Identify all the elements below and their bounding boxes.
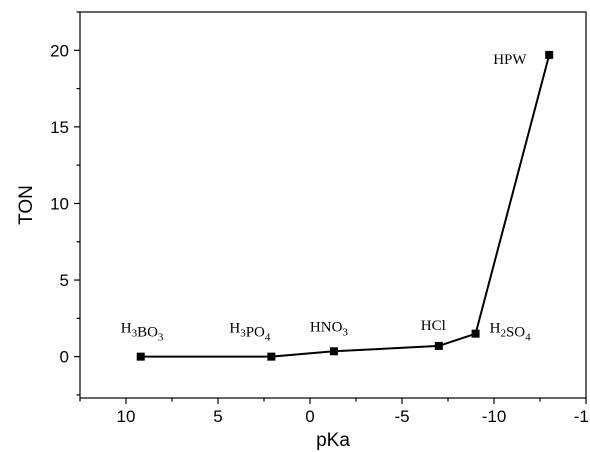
data-point <box>267 352 276 361</box>
point-label: HCl <box>421 318 446 334</box>
data-point <box>329 347 338 356</box>
x-axis-title: pKa <box>316 430 350 451</box>
point-label: HNO3 <box>310 319 349 338</box>
x-tick-label: -5 <box>394 407 409 426</box>
y-tick-label: 0 <box>60 348 69 367</box>
y-tick-label: 10 <box>50 194 69 213</box>
plot-frame <box>79 11 587 399</box>
data-point <box>136 352 145 361</box>
series-ton <box>136 50 554 361</box>
data-point <box>545 50 554 59</box>
point-label: HPW <box>493 52 527 68</box>
x-tick-label: 5 <box>213 407 222 426</box>
series-line <box>140 54 551 358</box>
point-label: H3BO3 <box>121 321 164 344</box>
y-tick-label: 15 <box>50 118 69 137</box>
y-axis-title: TON <box>16 185 37 225</box>
x-tick-label: -15 <box>574 407 590 426</box>
point-label: H3PO4 <box>229 321 271 344</box>
data-point <box>434 341 443 350</box>
axis-ticks: 10 5 0 -5 -10 -15 0 5 10 15 20 <box>50 11 590 426</box>
plot-border <box>79 11 587 399</box>
data-point <box>471 329 480 338</box>
x-tick-label: 10 <box>117 407 136 426</box>
point-labels: H3BO3 H3PO4 HNO3 HCl H2SO4 HPW <box>121 52 531 344</box>
y-tick-label: 20 <box>50 41 69 60</box>
x-tick-label: -10 <box>482 407 507 426</box>
point-label: H2SO4 <box>490 321 532 344</box>
y-tick-label: 5 <box>60 271 69 290</box>
x-tick-label: 0 <box>305 407 314 426</box>
